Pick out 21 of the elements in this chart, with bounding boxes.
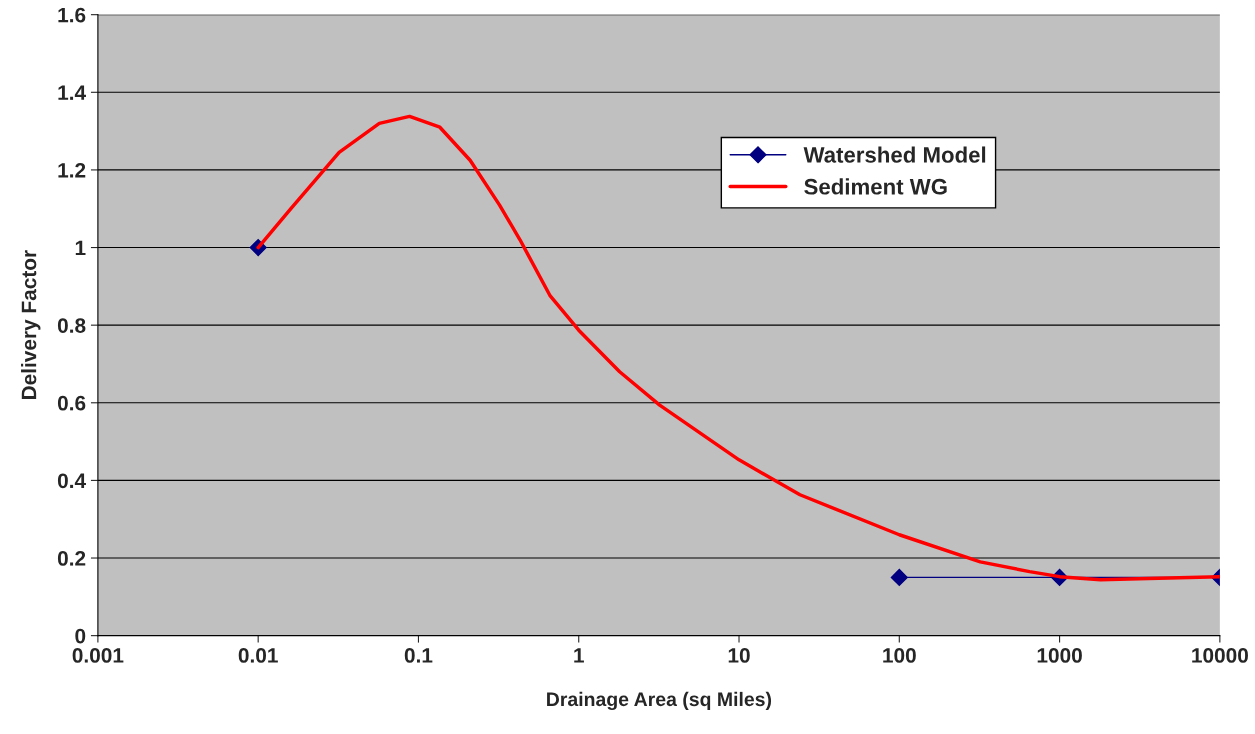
y-tick-label: 0.2 [57, 551, 86, 566]
y-tick-label: 1.6 [58, 7, 86, 23]
y-tick-label: 0.6 [57, 395, 86, 411]
x-tick-label: 1000 [1037, 648, 1082, 663]
x-tick-label: 0.01 [238, 648, 278, 663]
y-tick-label: 0 [75, 628, 86, 644]
x-tick-label: 0.001 [72, 648, 124, 663]
y-axis-title: Delivery Factor [21, 250, 41, 400]
legend-label: Watershed Model [803, 146, 986, 163]
x-tick-label: 100 [883, 648, 916, 663]
x-axis-title: Drainage Area (sq Miles) [547, 691, 772, 711]
x-tick-label: 10 [728, 648, 750, 663]
x-tick-label: 10000 [1192, 648, 1248, 663]
y-tick-label: 0.4 [57, 473, 86, 489]
y-tick-label: 1.2 [58, 162, 86, 178]
x-tick-label: 1 [574, 648, 584, 663]
legend-label: Sediment WG [804, 178, 947, 195]
y-tick-label: 0.8 [57, 318, 86, 333]
y-tick-label: 1.4 [58, 85, 86, 100]
x-tick-label: 0.1 [404, 648, 433, 663]
y-tick-label: 1 [75, 240, 86, 256]
